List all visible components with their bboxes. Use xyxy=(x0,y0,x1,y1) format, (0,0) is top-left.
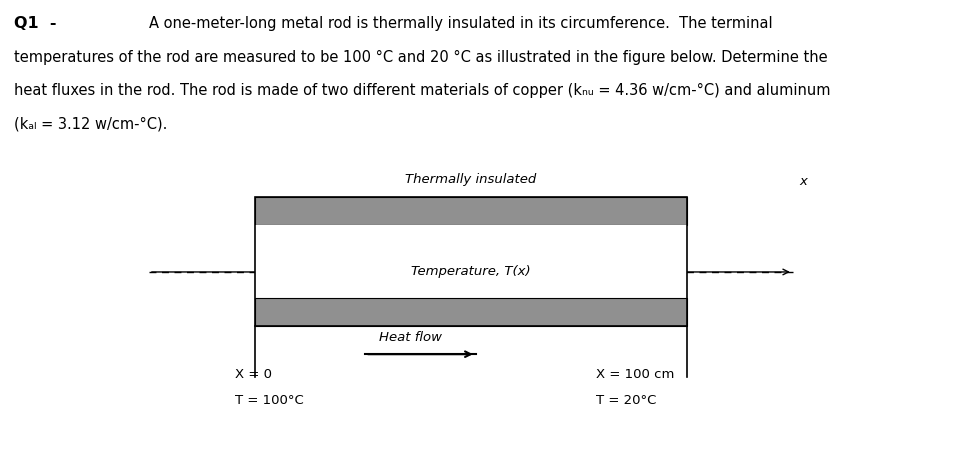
Text: X = 0: X = 0 xyxy=(235,368,273,381)
Text: Q1  -: Q1 - xyxy=(14,16,57,31)
Text: X = 100 cm: X = 100 cm xyxy=(596,368,675,381)
Text: x: x xyxy=(800,175,807,188)
Text: Thermally insulated: Thermally insulated xyxy=(406,173,536,186)
Text: T = 100°C: T = 100°C xyxy=(235,394,305,407)
Text: A one-meter-long metal rod is thermally insulated in its circumference.  The ter: A one-meter-long metal rod is thermally … xyxy=(149,16,773,31)
Text: Heat flow: Heat flow xyxy=(380,331,442,344)
Text: T = 20°C: T = 20°C xyxy=(596,394,656,407)
Text: (kₐₗ = 3.12 w/cm-°C).: (kₐₗ = 3.12 w/cm-°C). xyxy=(14,116,168,131)
Text: heat fluxes in the rod. The rod is made of two different materials of copper (kₙ: heat fluxes in the rod. The rod is made … xyxy=(14,83,831,98)
Text: Temperature, T(x): Temperature, T(x) xyxy=(411,265,530,278)
Text: temperatures of the rod are measured to be 100 °C and 20 °C as illustrated in th: temperatures of the rod are measured to … xyxy=(14,50,828,64)
